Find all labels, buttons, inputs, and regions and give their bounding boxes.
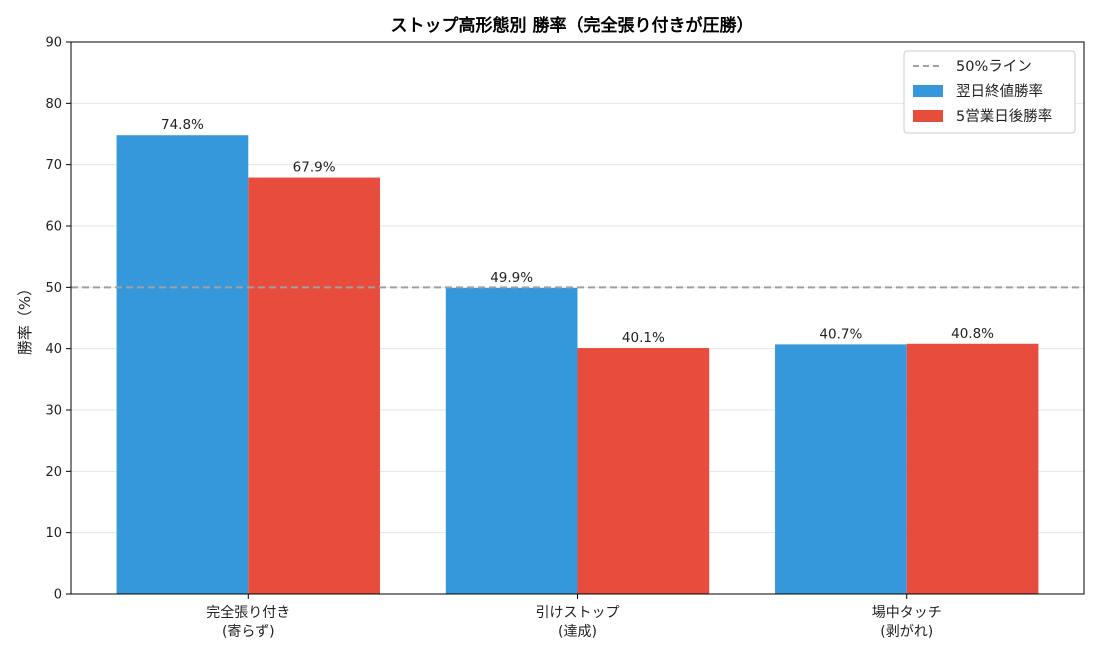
y-tick-label: 50 (45, 281, 62, 296)
bar-5-day-1 (577, 348, 710, 594)
data-label: 74.8% (161, 117, 204, 133)
data-label: 67.9% (293, 160, 336, 176)
y-tick-label: 60 (45, 220, 62, 235)
x-tick-label: (寄らず) (222, 623, 275, 640)
data-label: 40.1% (622, 330, 665, 346)
y-tick-label: 80 (45, 97, 62, 112)
legend-label: 翌日終値勝率 (956, 83, 1043, 100)
bar-5-day-0 (248, 177, 380, 594)
x-tick-label: (達成) (558, 624, 597, 640)
x-tick-label: (剥がれ) (880, 624, 933, 640)
y-axis: 0 10 20 30 40 50 60 70 80 90 (45, 36, 71, 603)
x-axis: 完全張り付き (寄らず) 引けストップ (達成) 場中タッチ (剥がれ) (206, 594, 942, 640)
legend-swatch-patch (913, 85, 943, 97)
bars: 74.8% 67.9% 49.9% 40.1% 40.7% 40.8% (116, 117, 1039, 594)
bar-5-day-2 (906, 343, 1039, 594)
y-tick-label: 30 (45, 404, 62, 419)
legend-box (903, 50, 1076, 134)
y-tick-label: 10 (45, 526, 62, 541)
data-label: 40.8% (951, 326, 994, 342)
bar-next-day-2 (775, 344, 907, 594)
y-axis-label: 勝率（%） (16, 281, 34, 355)
bar-next-day-1 (445, 287, 578, 594)
x-tick-label: 場中タッチ (872, 605, 942, 621)
y-tick-label: 90 (45, 36, 62, 51)
legend-label: 50%ライン (956, 59, 1032, 75)
legend-label: 5営業日後勝率 (956, 108, 1052, 125)
data-label: 40.7% (819, 326, 862, 342)
y-tick-label: 70 (45, 158, 62, 173)
y-tick-label: 40 (45, 342, 62, 357)
y-tick-label: 0 (54, 588, 62, 603)
legend-swatch-patch (913, 110, 943, 122)
x-tick-label: 完全張り付き (206, 604, 290, 621)
data-label: 49.9% (490, 270, 533, 286)
chart-title: ストップ高形態別 勝率（完全張り付きが圧勝） (391, 15, 754, 36)
bar-next-day-0 (116, 135, 249, 594)
y-tick-label: 20 (45, 465, 62, 480)
x-tick-label: 引けストップ (536, 605, 620, 621)
